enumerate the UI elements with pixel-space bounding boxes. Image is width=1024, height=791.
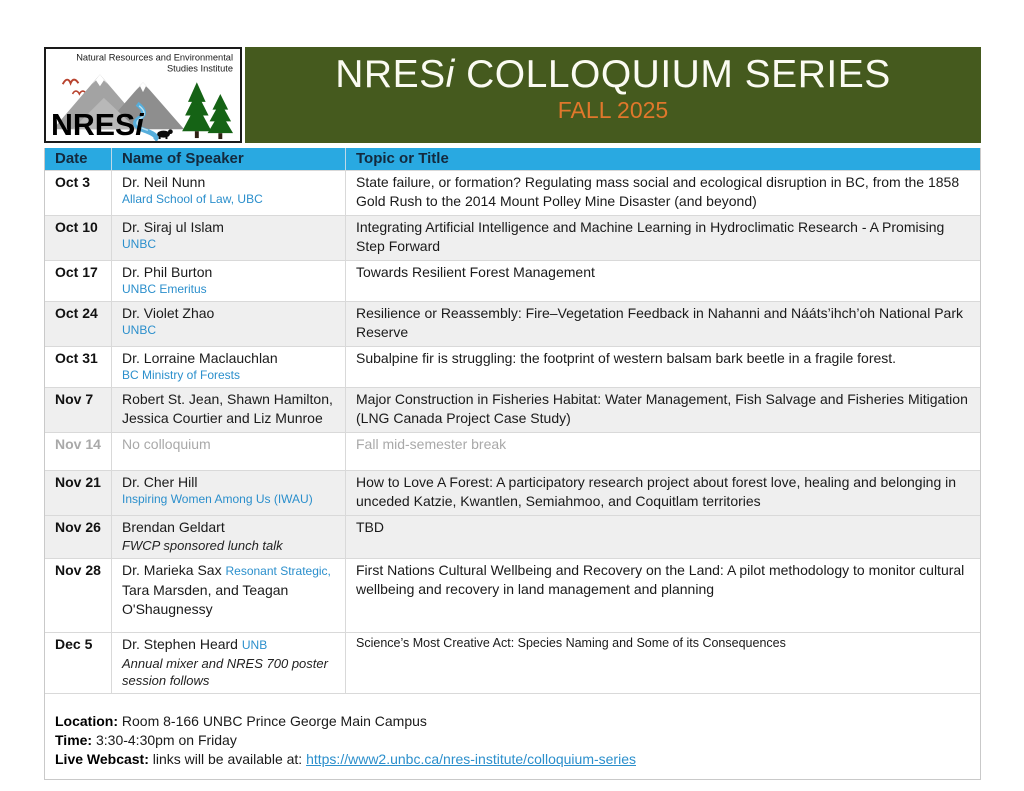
title-banner: NRESi COLLOQUIUM SERIES FALL 2025 <box>245 47 981 143</box>
speaker-cell: No colloquium <box>111 433 345 470</box>
speaker-affiliation: Inspiring Women Among Us (IWAU) <box>122 492 313 506</box>
table-row: Nov 28 Dr. Marieka Sax Resonant Strategi… <box>45 558 980 632</box>
speaker-name: Dr. Neil Nunn <box>122 174 206 190</box>
col-header-speaker: Name of Speaker <box>111 148 345 170</box>
speaker-affiliation: UNBC Emeritus <box>122 282 207 296</box>
nresi-logo: Natural Resources and Environmental Stud… <box>44 47 242 143</box>
speaker-affiliation: UNBC <box>122 237 157 251</box>
table-row: Oct 3 Dr. Neil Nunn Allard School of Law… <box>45 170 980 215</box>
topic-cell: Fall mid-semester break <box>345 433 980 470</box>
date-cell: Nov 26 <box>55 519 101 535</box>
speaker-cell: Dr. Violet Zhao UNBC <box>111 302 345 346</box>
masthead: Natural Resources and Environmental Stud… <box>44 47 981 143</box>
speaker-name-2: Tara Marsden, and Teagan O'Shaugnessy <box>122 582 289 617</box>
date-cell: Oct 3 <box>55 174 91 190</box>
table-row: Oct 10 Dr. Siraj ul Islam UNBC Integrati… <box>45 215 980 260</box>
speaker-name: Brendan Geldart <box>122 519 225 535</box>
speaker-name: Dr. Lorraine Maclauchlan <box>122 350 278 366</box>
speaker-note: FWCP sponsored lunch talk <box>122 538 283 553</box>
table-row: Oct 31 Dr. Lorraine Maclauchlan BC Minis… <box>45 346 980 387</box>
speaker-name: Dr. Siraj ul Islam <box>122 219 224 235</box>
birds-icon <box>61 78 87 96</box>
nresi-logo-graphic: Natural Resources and Environmental Stud… <box>51 53 234 141</box>
bear-icon <box>157 129 173 140</box>
table-header-row: Date Name of Speaker Topic or Title <box>45 148 980 170</box>
speaker-cell: Dr. Marieka Sax Resonant Strategic, Tara… <box>111 559 345 632</box>
speaker-cell: Brendan Geldart FWCP sponsored lunch tal… <box>111 516 345 558</box>
time-line: Time: 3:30-4:30pm on Friday <box>55 731 970 750</box>
topic-cell: How to Love A Forest: A participatory re… <box>345 471 980 515</box>
speaker-cell: Dr. Phil Burton UNBC Emeritus <box>111 261 345 301</box>
topic-cell: Integrating Artificial Intelligence and … <box>345 216 980 260</box>
col-header-date: Date <box>55 150 88 167</box>
col-header-topic: Topic or Title <box>345 148 980 170</box>
table-row: Nov 14 No colloquium Fall mid-semester b… <box>45 432 980 470</box>
webcast-link[interactable]: https://www2.unbc.ca/nres-institute/coll… <box>306 751 636 767</box>
table-row: Oct 24 Dr. Violet Zhao UNBC Resilience o… <box>45 301 980 346</box>
speaker-affiliation: UNBC <box>122 323 157 337</box>
speaker-cell: Dr. Stephen Heard UNB Annual mixer and N… <box>111 633 345 693</box>
location-value: Room 8-166 UNBC Prince George Main Campu… <box>118 713 427 729</box>
speaker-affiliation-inline: Resonant Strategic, <box>225 564 331 578</box>
speaker-cell: Dr. Neil Nunn Allard School of Law, UBC <box>111 171 345 215</box>
topic-cell: Subalpine fir is struggling: the footpri… <box>345 347 980 387</box>
speaker-name: Dr. Cher Hill <box>122 474 198 490</box>
table-row: Dec 5 Dr. Stephen Heard UNB Annual mixer… <box>45 632 980 693</box>
date-cell: Dec 5 <box>55 636 93 652</box>
topic-cell: Science’s Most Creative Act: Species Nam… <box>345 633 980 693</box>
speaker-name: Dr. Violet Zhao <box>122 305 215 321</box>
institute-name-line1: Natural Resources and Environmental <box>76 53 233 63</box>
page-title: NRESi COLLOQUIUM SERIES <box>335 53 891 96</box>
speaker-name: No colloquium <box>122 436 211 452</box>
table-row: Oct 17 Dr. Phil Burton UNBC Emeritus Tow… <box>45 260 980 301</box>
date-cell: Nov 28 <box>55 562 101 578</box>
topic-cell: First Nations Cultural Wellbeing and Rec… <box>345 559 980 632</box>
speaker-name: Robert St. Jean, Shawn Hamilton, <box>122 391 333 407</box>
speaker-note: Annual mixer and NRES 700 poster session… <box>122 656 328 688</box>
webcast-label: Live Webcast: <box>55 751 149 767</box>
mountains-icon <box>52 74 185 130</box>
topic-cell: TBD <box>345 516 980 558</box>
location-line: Location: Room 8-166 UNBC Prince George … <box>55 712 970 731</box>
date-cell: Oct 10 <box>55 219 98 235</box>
table-row: Nov 7 Robert St. Jean, Shawn Hamilton, J… <box>45 387 980 432</box>
date-cell: Nov 14 <box>55 436 101 452</box>
table-row: Nov 21 Dr. Cher Hill Inspiring Women Amo… <box>45 470 980 515</box>
webcast-text: links will be available at: <box>148 751 307 767</box>
speaker-cell: Dr. Cher Hill Inspiring Women Among Us (… <box>111 471 345 515</box>
date-cell: Nov 7 <box>55 391 94 407</box>
date-cell: Oct 24 <box>55 305 98 321</box>
speaker-name: Dr. Stephen Heard <box>122 636 238 652</box>
page-subtitle: FALL 2025 <box>557 97 669 123</box>
date-cell: Oct 31 <box>55 350 98 366</box>
river-icon <box>133 101 159 141</box>
speaker-name: Dr. Marieka Sax <box>122 562 222 578</box>
webcast-line: Live Webcast: links will be available at… <box>55 750 970 769</box>
speaker-affiliation: Allard School of Law, UBC <box>122 192 263 206</box>
time-value: 3:30-4:30pm on Friday <box>92 732 237 748</box>
speaker-affiliation: BC Ministry of Forests <box>122 368 241 382</box>
topic-cell: State failure, or formation? Regulating … <box>345 171 980 215</box>
speaker-cell: Dr. Siraj ul Islam UNBC <box>111 216 345 260</box>
logo-acronym: NRESi <box>51 109 144 141</box>
speaker-name: Dr. Phil Burton <box>122 264 213 280</box>
speaker-cell: Robert St. Jean, Shawn Hamilton, Jessica… <box>111 388 345 432</box>
topic-cell: Resilience or Reassembly: Fire–Vegetatio… <box>345 302 980 346</box>
location-label: Location: <box>55 713 118 729</box>
date-cell: Oct 17 <box>55 264 98 280</box>
table-row: Nov 26 Brendan Geldart FWCP sponsored lu… <box>45 515 980 558</box>
speaker-affiliation-inline: UNB <box>241 638 268 652</box>
topic-cell: Major Construction in Fisheries Habitat:… <box>345 388 980 432</box>
info-footer: Location: Room 8-166 UNBC Prince George … <box>45 693 980 779</box>
speaker-name-2: Jessica Courtier and Liz Munroe <box>122 410 323 426</box>
date-cell: Nov 21 <box>55 474 101 490</box>
institute-name-line2: Studies Institute <box>167 64 233 74</box>
schedule-table: Date Name of Speaker Topic or Title Oct … <box>44 148 981 780</box>
speaker-cell: Dr. Lorraine Maclauchlan BC Ministry of … <box>111 347 345 387</box>
pine-trees-icon <box>182 82 234 140</box>
time-label: Time: <box>55 732 93 748</box>
topic-cell: Towards Resilient Forest Management <box>345 261 980 301</box>
